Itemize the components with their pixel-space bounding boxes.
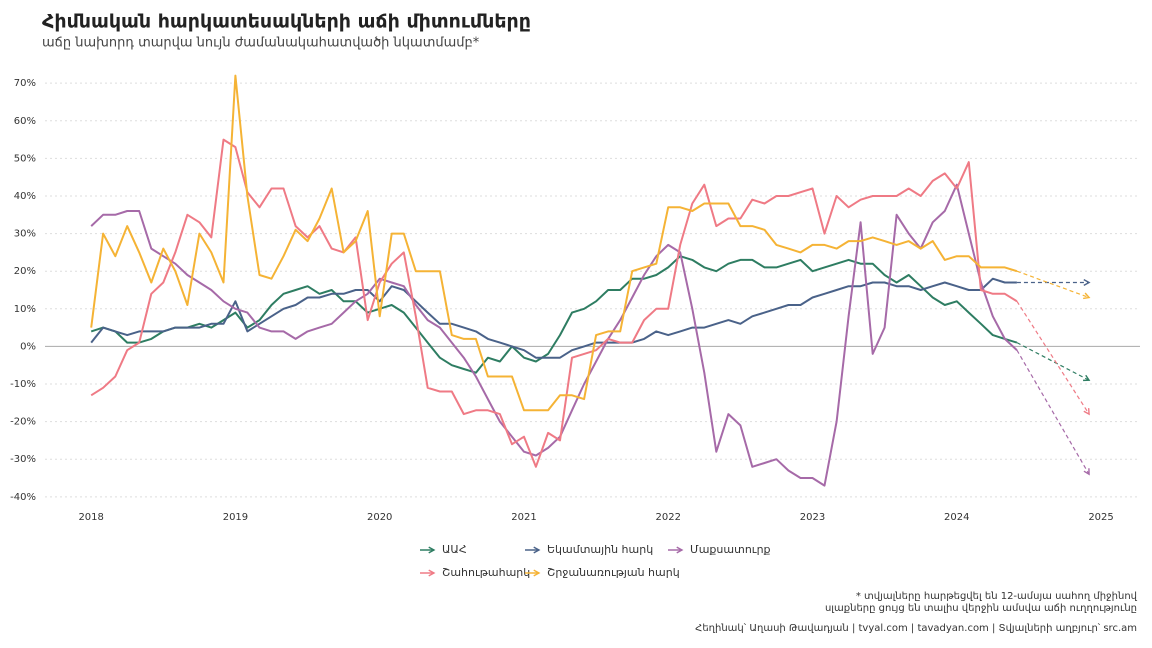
- series-line: [90, 183, 1018, 487]
- x-tick-label: 2023: [800, 512, 825, 523]
- series-line: [90, 74, 1018, 412]
- y-tick-label: -20%: [10, 417, 36, 428]
- y-tick-label: 0%: [20, 341, 36, 352]
- series-line: [90, 138, 1018, 468]
- credits: Հեղինակ՝ Աղասի Թավադյան | tvyal.com | ta…: [695, 622, 1137, 634]
- forecast-line: [1016, 342, 1090, 381]
- chart-title: Հիմնական հարկատեսակների աճի միտումները: [42, 11, 531, 33]
- y-tick-label: 20%: [14, 266, 36, 277]
- forecast-line: [1016, 300, 1090, 415]
- legend-arrow: [533, 569, 541, 577]
- legend-label: Մաքսատուրք: [690, 543, 771, 556]
- credit: tvyal.com: [859, 623, 908, 634]
- legend-label: Եկամտային հարկ: [547, 543, 653, 556]
- x-tick-label: 2025: [1088, 512, 1113, 523]
- note: սլաքները ցույց են տալիս վերջին ամսվա աճի…: [825, 603, 1137, 614]
- legend-label: ԱԱՀ: [442, 543, 467, 556]
- note: * տվյալները հարթեցվել են 12-ամսյա սահող …: [856, 591, 1138, 602]
- forecast-arrow: [1083, 408, 1090, 416]
- forecast-arrow: [1083, 292, 1091, 300]
- x-tick-label: 2022: [656, 512, 681, 523]
- x-tick-label: 2021: [511, 512, 536, 523]
- forecast-arrow: [1083, 278, 1091, 286]
- x-tick-label: 2019: [223, 512, 248, 523]
- legend-arrow: [533, 546, 541, 554]
- y-tick-label: 30%: [14, 229, 36, 240]
- credit: Հեղինակ՝ Աղասի Թավադյան: [695, 622, 849, 634]
- forecast-arrow: [1083, 468, 1090, 476]
- x-tick-label: 2018: [78, 512, 103, 523]
- forecast-line: [1016, 349, 1090, 475]
- series-line: [90, 255, 1018, 374]
- credit: tavadyan.com: [917, 623, 988, 634]
- y-tick-label: 40%: [14, 191, 36, 202]
- y-tick-label: -10%: [10, 379, 36, 390]
- series-line: [90, 277, 1017, 359]
- legend-label: Շահութահարկ: [442, 566, 530, 579]
- forecast-line: [1016, 270, 1090, 299]
- y-tick-label: 10%: [14, 304, 36, 315]
- legend-arrow: [428, 546, 436, 554]
- legend-arrow: [428, 569, 436, 577]
- separator: |: [849, 623, 859, 634]
- y-tick-label: -30%: [10, 454, 36, 465]
- legend-arrow: [676, 546, 684, 554]
- separator: |: [908, 623, 918, 634]
- x-tick-label: 2020: [367, 512, 392, 523]
- legend-label: Շրջանառության հարկ: [547, 566, 680, 579]
- credit: Տվյալների աղբյուր՝ src.am: [999, 622, 1137, 634]
- y-tick-label: 70%: [14, 78, 36, 89]
- y-tick-label: 60%: [14, 116, 36, 127]
- x-tick-label: 2024: [944, 512, 969, 523]
- y-tick-label: -40%: [10, 492, 36, 503]
- chart-subtitle: աճը նախորդ տարվա նույն ժամանակահատվածի ն…: [42, 36, 480, 51]
- separator: |: [989, 623, 999, 634]
- forecast-arrow: [1083, 374, 1091, 382]
- y-tick-label: 50%: [14, 153, 36, 164]
